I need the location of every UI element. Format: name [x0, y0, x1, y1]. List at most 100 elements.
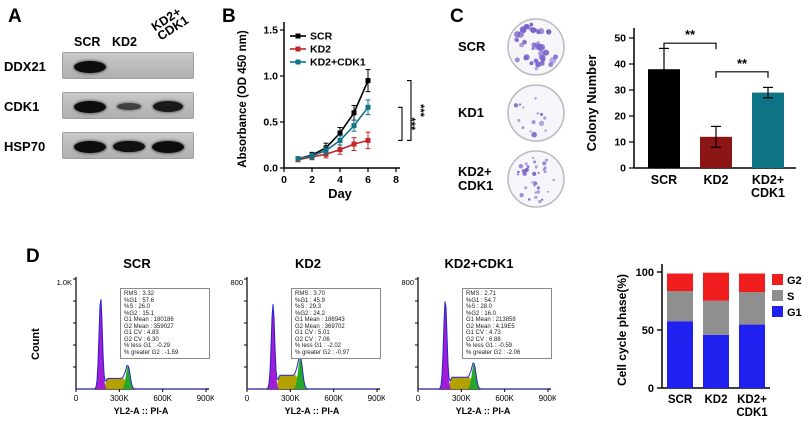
svg-text:***: *** — [414, 104, 426, 118]
blot-band — [113, 140, 145, 153]
svg-text:SCR: SCR — [310, 31, 333, 43]
panel-c-label: C — [450, 6, 464, 27]
svg-text:600K: 600K — [153, 394, 172, 403]
blot-strip-ddx21 — [62, 52, 194, 79]
svg-text:Cell cycle phase(%): Cell cycle phase(%) — [615, 274, 629, 386]
colony-plate-image — [507, 18, 565, 76]
svg-text:300K: 300K — [452, 394, 471, 403]
blot-band — [74, 140, 106, 153]
svg-text:KD2: KD2 — [704, 394, 727, 406]
colony-bar-chart: 0 10 20 30 40 50 Colony Number SCR KD2 KD2+CDK1 **… — [584, 27, 796, 200]
svg-text:SCR: SCR — [668, 394, 693, 406]
svg-text:300K: 300K — [110, 394, 129, 403]
svg-text:6: 6 — [365, 174, 371, 186]
flow-plot-title: KD2 — [294, 256, 321, 271]
svg-text:0.5: 0.5 — [263, 117, 278, 129]
blot-band — [117, 102, 141, 111]
proliferation-chart: 0 2 4 6 8 0.0 0.5 1.0 1.5 Day Absorbance (OD 450 n… — [237, 22, 426, 201]
svg-text:800: 800 — [401, 278, 414, 287]
colony-plate-row: SCR — [458, 16, 566, 78]
flow-stats-box: RMS : 2.71 %G1 : 54.7 %S : 28.0 %G2 : 16.0 G… — [462, 288, 552, 359]
svg-text:20: 20 — [614, 111, 626, 123]
blot-strip-hsp70 — [62, 132, 194, 159]
svg-text:0: 0 — [281, 174, 287, 186]
blot-row-label: DDX21 — [4, 59, 46, 74]
svg-text:2: 2 — [309, 174, 315, 186]
blot-band — [74, 60, 106, 73]
flow-plot-title: SCR — [123, 256, 151, 271]
blot-band — [74, 100, 106, 113]
svg-text:Colony Number: Colony Number — [584, 55, 599, 152]
flow-stats-box: RMS : 3.32 %G1 : 57.6 %S : 26.0 %G2 : 15.1 G… — [120, 288, 210, 359]
panel-a-label: A — [8, 6, 22, 27]
svg-text:YL2-A :: PI-A: YL2-A :: PI-A — [114, 406, 169, 416]
svg-text:800: 800 — [230, 278, 243, 287]
svg-text:CDK1: CDK1 — [751, 186, 785, 200]
svg-text:CDK1: CDK1 — [736, 407, 768, 419]
flow-count-axis-label: Count — [30, 328, 42, 360]
blot-row-label: CDK1 — [4, 99, 40, 114]
svg-text:**: ** — [737, 56, 748, 71]
svg-text:1.0K: 1.0K — [57, 278, 72, 287]
colony-plate-row: KD1 — [458, 82, 566, 144]
lane-label-kd2: KD2 — [112, 35, 138, 49]
svg-text:0: 0 — [648, 383, 654, 395]
svg-text:40: 40 — [614, 59, 626, 71]
svg-text:KD2: KD2 — [310, 44, 331, 56]
svg-text:900K: 900K — [368, 394, 385, 403]
svg-text:50: 50 — [614, 33, 626, 45]
svg-text:0: 0 — [74, 394, 79, 403]
svg-text:Absorbance (OD 450 nm): Absorbance (OD 450 nm) — [237, 30, 249, 168]
flow-plot-title: KD2+CDK1 — [444, 256, 514, 271]
svg-text:YL2-A :: PI-A: YL2-A :: PI-A — [285, 406, 340, 416]
flow-stats-box: RMS : 3.70 %G1 : 45.9 %S : 29.3 %G2 : 24.2 G… — [291, 288, 381, 359]
svg-text:S: S — [787, 291, 794, 303]
svg-text:50: 50 — [642, 325, 654, 337]
svg-text:600K: 600K — [495, 394, 514, 403]
plate-label: KD1 — [458, 105, 485, 120]
svg-text:YL2-A :: PI-A: YL2-A :: PI-A — [456, 406, 511, 416]
svg-text:900K: 900K — [539, 394, 556, 403]
svg-text:KD2+: KD2+ — [752, 173, 784, 187]
flow-plot-kd2-cdk1: KD2+CDK1 0 300K 600K 900K YL2-A :: PI-A 800 RMS… — [388, 256, 558, 431]
colony-plate-image — [507, 84, 565, 142]
blot-band — [152, 140, 184, 153]
svg-text:8: 8 — [393, 174, 399, 186]
panel-b-label: B — [222, 6, 236, 27]
svg-text:1.5: 1.5 — [263, 25, 278, 37]
svg-text:G2: G2 — [787, 275, 802, 287]
svg-text:4: 4 — [337, 174, 343, 186]
svg-text:KD2+: KD2+ — [737, 394, 767, 406]
svg-text:30: 30 — [614, 85, 626, 97]
colony-plate-image — [507, 150, 565, 208]
svg-text:G1: G1 — [787, 307, 802, 319]
cell-cycle-chart: 0 50 100 Cell cycle phase(%) SCR KD2 KD2+CDK1 G… — [615, 264, 802, 419]
western-blots: DDX21 CDK1 HSP70 — [0, 0, 220, 180]
svg-text:0: 0 — [620, 163, 626, 175]
colony-plates: SCR KD1 KD2+ CDK1 — [458, 16, 580, 218]
plate-label: KD2+ CDK1 — [458, 164, 494, 193]
svg-text:300K: 300K — [281, 394, 300, 403]
plate-label: SCR — [458, 39, 486, 54]
svg-text:KD2: KD2 — [703, 173, 728, 187]
svg-text:100: 100 — [636, 267, 654, 279]
svg-text:**: ** — [685, 27, 696, 42]
svg-text:Day: Day — [328, 186, 353, 201]
lane-label-scr: SCR — [74, 35, 101, 49]
svg-text:1.0: 1.0 — [263, 71, 278, 83]
svg-text:10: 10 — [614, 137, 626, 149]
colony-plate-row: KD2+ CDK1 — [458, 148, 566, 210]
svg-text:SCR: SCR — [651, 173, 677, 187]
svg-text:0: 0 — [245, 394, 250, 403]
svg-text:KD2+CDK1: KD2+CDK1 — [310, 57, 366, 69]
blot-strip-cdk1 — [62, 92, 194, 119]
flow-plots: SCR 0 300K 600K 900K YL2-A :: PI-A 1.0K RMS : 3… — [46, 256, 566, 434]
svg-text:900K: 900K — [197, 394, 214, 403]
svg-text:600K: 600K — [324, 394, 343, 403]
